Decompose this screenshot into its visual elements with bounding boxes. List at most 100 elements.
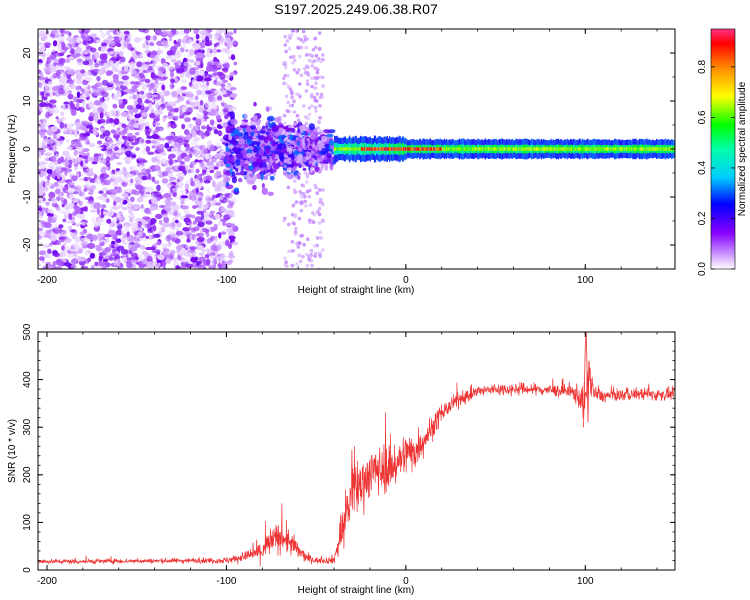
column-blob xyxy=(287,139,291,143)
noise-blob xyxy=(69,229,76,233)
noise-blob xyxy=(131,85,138,89)
noise-blob xyxy=(76,58,83,63)
noise-blob xyxy=(129,178,134,184)
noise-blob xyxy=(222,79,228,83)
noise-blob xyxy=(77,29,83,33)
noise-blob xyxy=(89,252,95,259)
x-tick-label: -100 xyxy=(216,576,236,587)
column-blob xyxy=(291,54,296,59)
band-core xyxy=(418,147,420,151)
noise-blob xyxy=(79,124,85,131)
noise-blob xyxy=(100,214,105,219)
noise-blob xyxy=(180,47,185,53)
noise-blob xyxy=(127,236,131,242)
band-core xyxy=(530,147,532,151)
noise-blob xyxy=(61,42,66,50)
noise-blob xyxy=(61,203,65,208)
band-core xyxy=(551,147,553,151)
y-tick-label: 300 xyxy=(22,418,33,435)
y-tick-label: 20 xyxy=(22,47,33,59)
noise-blob xyxy=(41,206,46,213)
column-blob xyxy=(304,126,309,131)
noise-blob xyxy=(74,48,82,55)
noise-blob xyxy=(130,141,138,146)
band-core xyxy=(393,147,395,151)
noise-blob xyxy=(74,161,80,166)
noise-blob xyxy=(216,29,224,34)
band-core xyxy=(371,147,373,151)
column-blob xyxy=(306,138,310,142)
noise-blob xyxy=(182,227,190,232)
noise-blob xyxy=(206,187,210,194)
column-blob xyxy=(307,155,312,159)
noise-blob xyxy=(206,80,210,87)
band-core xyxy=(647,147,649,151)
noise-blob xyxy=(180,200,185,205)
noise-blob xyxy=(191,169,195,173)
column-blob xyxy=(313,75,317,80)
noise-blob xyxy=(56,196,61,202)
noise-blob xyxy=(183,209,191,216)
noise-blob xyxy=(53,252,60,257)
noise-blob xyxy=(93,221,99,228)
noise-blob xyxy=(167,65,174,71)
column-blob xyxy=(306,237,310,241)
noise-blob xyxy=(150,72,156,79)
noise-blob xyxy=(81,155,89,159)
noise-blob xyxy=(123,65,129,72)
column-blob xyxy=(296,45,300,50)
noise-blob xyxy=(124,189,128,194)
noise-blob xyxy=(141,251,148,255)
noise-blob xyxy=(165,257,172,264)
y-tick-label: 500 xyxy=(22,323,33,340)
noise-blob xyxy=(175,219,179,224)
noise-blob xyxy=(116,245,125,251)
noise-blob xyxy=(169,222,176,228)
noise-blob xyxy=(88,157,96,162)
noise-blob xyxy=(163,216,170,224)
noise-blob xyxy=(171,237,180,243)
noise-blob xyxy=(224,260,232,266)
transition-blob xyxy=(257,135,266,141)
noise-blob xyxy=(118,215,125,222)
noise-blob xyxy=(111,169,116,174)
noise-blob xyxy=(232,40,239,47)
noise-blob xyxy=(124,157,132,163)
noise-blob xyxy=(204,41,213,47)
noise-blob xyxy=(229,71,235,77)
noise-blob xyxy=(212,47,218,54)
noise-blob xyxy=(40,34,48,40)
noise-blob xyxy=(79,190,83,197)
noise-blob xyxy=(58,252,67,258)
noise-blob xyxy=(59,76,68,84)
noise-blob xyxy=(224,85,231,90)
transition-blob xyxy=(314,166,319,173)
noise-blob xyxy=(68,123,73,130)
noise-blob xyxy=(138,165,145,170)
column-blob xyxy=(301,163,306,167)
noise-blob xyxy=(87,200,95,205)
band-core xyxy=(573,147,575,151)
noise-blob xyxy=(53,132,58,140)
transition-blob xyxy=(231,171,236,178)
noise-blob xyxy=(98,29,103,33)
noise-blob xyxy=(138,29,146,33)
noise-blob xyxy=(199,35,207,39)
noise-blob xyxy=(133,123,140,129)
noise-blob xyxy=(209,210,215,214)
band-core xyxy=(574,147,576,151)
band-core xyxy=(518,147,520,151)
noise-blob xyxy=(74,165,78,171)
noise-blob xyxy=(49,99,57,104)
noise-blob xyxy=(222,108,229,113)
noise-blob xyxy=(193,29,199,35)
noise-blob xyxy=(98,119,106,124)
noise-blob xyxy=(82,228,88,234)
column-blob xyxy=(315,92,320,96)
noise-blob xyxy=(129,189,138,195)
noise-blob xyxy=(205,220,213,225)
band-core xyxy=(495,147,497,151)
noise-blob xyxy=(136,94,140,99)
noise-blob xyxy=(38,182,42,186)
noise-blob xyxy=(145,146,151,153)
